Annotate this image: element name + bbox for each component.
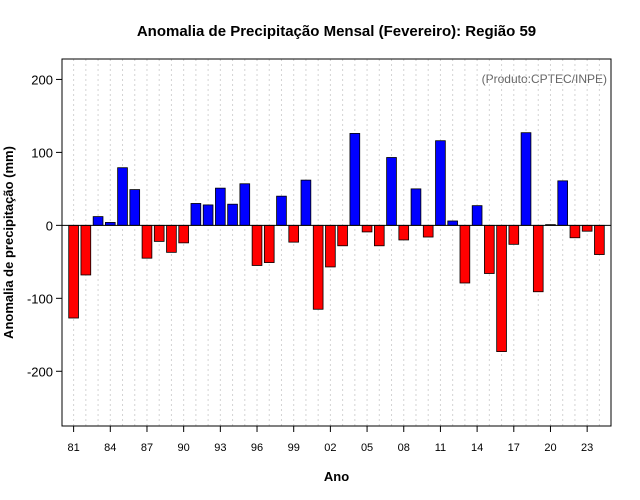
bar-2015	[484, 224, 495, 274]
x-tick-label: 23	[581, 442, 593, 454]
bar-2002	[325, 224, 336, 268]
bar-2018	[520, 132, 532, 226]
bar-1997	[263, 224, 275, 263]
bar-2017	[508, 224, 520, 245]
bar-1989	[166, 224, 177, 253]
bar-2022	[569, 224, 581, 239]
x-tick-label: 08	[398, 442, 410, 454]
bar-2016	[496, 224, 507, 352]
y-tick-label: 200	[31, 72, 53, 87]
plot-frame	[61, 58, 612, 427]
bar-2005	[361, 224, 373, 233]
x-tick-label: 90	[178, 442, 190, 454]
grid-lines	[73, 59, 600, 426]
bar-2019	[532, 224, 544, 293]
bar-1991	[190, 203, 202, 226]
bar-1999	[288, 224, 299, 243]
x-tick-label: 87	[141, 442, 153, 454]
bar-1983	[92, 216, 104, 226]
bar-1982	[80, 224, 92, 276]
bar-2009	[410, 188, 422, 226]
bar-2021	[557, 180, 568, 226]
bar-2008	[398, 224, 410, 241]
bar-1988	[153, 224, 165, 242]
bar-2011	[435, 140, 446, 226]
bar-series	[68, 132, 605, 352]
bar-2013	[459, 224, 471, 284]
bar-2014	[471, 205, 483, 226]
bar-1998	[276, 195, 287, 226]
bar-1994	[227, 203, 238, 226]
x-tick-label: 17	[508, 442, 520, 454]
x-tick-label: 11	[435, 442, 446, 454]
bar-1987	[141, 224, 153, 259]
x-tick-label: 20	[544, 442, 556, 454]
bar-1993	[215, 187, 226, 226]
y-axis-label: Anomalia de precipitação (mm)	[1, 146, 16, 339]
bar-1995	[239, 183, 251, 226]
bar-2012	[447, 220, 458, 226]
x-axis-label: Ano	[324, 469, 349, 484]
x-tick-label: 14	[471, 442, 483, 454]
bar-2006	[374, 224, 385, 247]
chart-credit: (Produto:CPTEC/INPE)	[482, 72, 607, 86]
bar-1981	[68, 224, 79, 319]
bar-1985	[117, 167, 128, 226]
bar-1990	[178, 224, 189, 244]
bar-2003	[337, 224, 348, 247]
bar-1986	[129, 189, 141, 226]
bar-2001	[312, 224, 324, 310]
x-tick-label: 99	[288, 442, 300, 454]
bar-2000	[300, 179, 312, 226]
x-tick-label: 81	[67, 442, 79, 454]
bar-2007	[386, 157, 397, 226]
chart-title: Anomalia de Precipitação Mensal (Feverei…	[137, 23, 536, 40]
bar-2010	[422, 224, 434, 238]
y-tick-label: -200	[27, 364, 53, 379]
axes: -200 -100 0 100 200 81 84 87 90 93 96 99 02 05 08 11 14 1…	[27, 58, 612, 454]
bar-2023	[581, 224, 593, 232]
bar-1992	[202, 204, 214, 226]
y-tick-label: 0	[46, 218, 53, 233]
x-tick-label: 05	[361, 442, 373, 454]
x-tick-label: 02	[324, 442, 336, 454]
bar-1996	[251, 224, 263, 266]
y-tick-label: 100	[31, 145, 53, 160]
x-tick-label: 93	[214, 442, 226, 454]
y-tick-label: -100	[27, 291, 53, 306]
x-tick-label: 84	[104, 442, 116, 454]
bar-2004	[349, 133, 361, 226]
bar-2024	[594, 224, 605, 255]
x-tick-label: 96	[251, 442, 263, 454]
